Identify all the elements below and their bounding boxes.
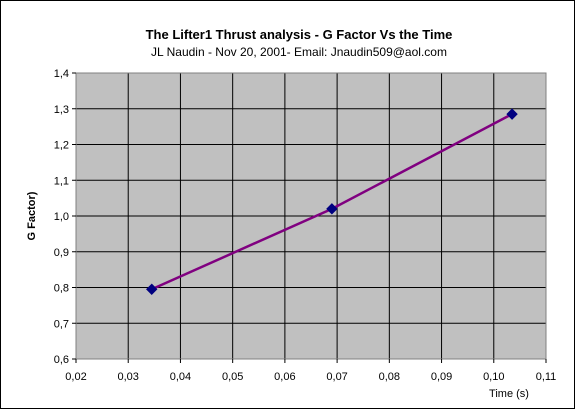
data-point-marker	[506, 108, 518, 120]
x-tick-label: 0,05	[222, 371, 243, 383]
y-axis-label: G Factor)	[26, 191, 38, 240]
chart-subtitle: JL Naudin - Nov 20, 2001- Email: Jnaudin…	[151, 45, 447, 59]
y-tick-label: 0,9	[54, 247, 69, 259]
y-tick-label: 1,1	[54, 175, 69, 187]
x-tick-label: 0,11	[536, 371, 557, 383]
x-tick-label: 0,07	[326, 371, 347, 383]
x-tick-label: 0,10	[483, 371, 504, 383]
x-tick-label: 0,09	[431, 371, 452, 383]
x-axis-label: Time (s)	[489, 388, 529, 400]
y-tick-label: 0,6	[54, 354, 69, 366]
x-tick-label: 0,02	[65, 371, 86, 383]
y-tick-label: 0,8	[54, 283, 69, 295]
y-tick-label: 0,7	[54, 318, 69, 330]
grid-lines	[75, 72, 547, 360]
chart-title: The Lifter1 Thrust analysis - G Factor V…	[146, 27, 453, 42]
y-tick-label: 1,0	[54, 211, 69, 223]
x-tick-label: 0,04	[170, 371, 191, 383]
x-tick-label: 0,03	[118, 371, 139, 383]
x-tick-label: 0,06	[274, 371, 295, 383]
y-tick-label: 1,3	[54, 104, 69, 116]
y-tick-label: 1,4	[54, 68, 69, 80]
data-point-marker	[326, 203, 338, 215]
data-series	[146, 108, 518, 295]
axis-ticks: 0,02 0,03 0,04 0,05 0,06 0,07 0,08 0,09 0,10 0,11…	[54, 68, 557, 383]
data-point-marker	[146, 283, 158, 295]
y-tick-label: 1,2	[54, 140, 69, 152]
x-tick-label: 0,08	[379, 371, 400, 383]
